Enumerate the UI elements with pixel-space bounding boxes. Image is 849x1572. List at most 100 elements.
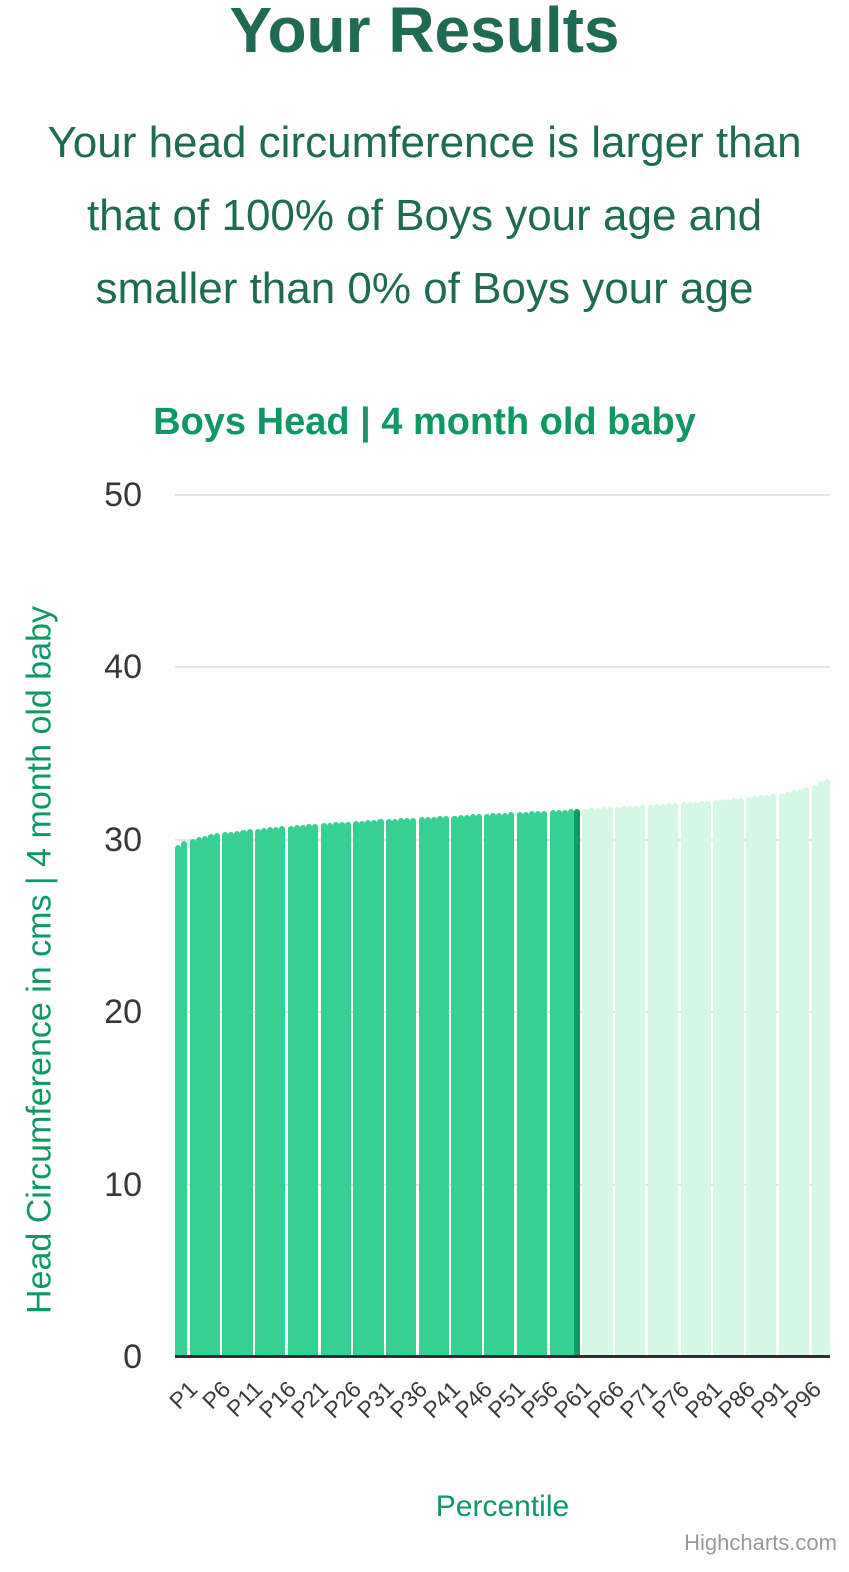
percentile-bar-P66[interactable] bbox=[600, 807, 607, 1357]
percentile-bar-P35[interactable] bbox=[398, 818, 405, 1357]
percentile-bar-P24[interactable] bbox=[326, 822, 333, 1357]
percentile-bar-P78[interactable] bbox=[680, 802, 687, 1357]
percentile-bar-P56[interactable] bbox=[535, 811, 542, 1357]
percentile-bar-P68[interactable] bbox=[615, 806, 622, 1357]
percentile-bar-P47[interactable] bbox=[475, 814, 482, 1357]
percentile-bar-P31[interactable] bbox=[371, 819, 378, 1357]
percentile-bar-P51[interactable] bbox=[502, 812, 509, 1357]
percentile-bar-P5[interactable] bbox=[201, 835, 208, 1357]
percentile-bar-P99[interactable] bbox=[817, 781, 824, 1357]
percentile-bar-P90[interactable] bbox=[758, 795, 765, 1357]
percentile-bar-P17[interactable] bbox=[279, 826, 286, 1357]
percentile-bar-P77[interactable] bbox=[672, 802, 679, 1357]
percentile-bar-P63[interactable] bbox=[582, 808, 589, 1357]
percentile-bar-P19[interactable] bbox=[293, 825, 300, 1357]
percentile-bar-P54[interactable] bbox=[522, 811, 530, 1357]
percentile-bar-P6[interactable] bbox=[207, 834, 214, 1357]
percentile-bar-P83[interactable] bbox=[713, 799, 720, 1357]
percentile-bar-P76[interactable] bbox=[666, 803, 673, 1357]
percentile-bar-P88[interactable] bbox=[746, 796, 753, 1357]
percentile-bar-P67[interactable] bbox=[606, 807, 613, 1357]
percentile-bar-P30[interactable] bbox=[365, 820, 372, 1357]
percentile-bar-P58[interactable] bbox=[549, 810, 556, 1357]
percentile-bar-P100[interactable] bbox=[823, 779, 830, 1357]
percentile-bar-P59[interactable] bbox=[555, 809, 562, 1357]
percentile-bar-P25[interactable] bbox=[332, 822, 339, 1357]
percentile-bar-P75[interactable] bbox=[659, 803, 667, 1357]
percentile-bar-P49[interactable] bbox=[490, 813, 497, 1357]
percentile-bar-P85[interactable] bbox=[725, 798, 732, 1357]
percentile-bar-P74[interactable] bbox=[653, 804, 660, 1357]
percentile-bar-P42[interactable] bbox=[442, 815, 449, 1357]
percentile-bar-P46[interactable] bbox=[469, 814, 476, 1357]
percentile-bar-P1[interactable] bbox=[175, 845, 182, 1357]
percentile-bar-P15[interactable] bbox=[267, 827, 274, 1357]
percentile-bar-P84[interactable] bbox=[719, 799, 726, 1357]
percentile-bar-P11[interactable] bbox=[240, 829, 247, 1357]
percentile-bar-P79[interactable] bbox=[686, 801, 693, 1357]
percentile-bar-P98[interactable] bbox=[811, 784, 818, 1357]
percentile-bar-P50[interactable] bbox=[496, 813, 503, 1357]
percentile-bar-P43[interactable] bbox=[451, 815, 458, 1357]
percentile-bar-P73[interactable] bbox=[647, 804, 654, 1357]
percentile-bar-P69[interactable] bbox=[621, 806, 628, 1357]
percentile-bar-P10[interactable] bbox=[234, 830, 241, 1357]
percentile-bar-P81[interactable] bbox=[698, 801, 705, 1357]
percentile-bar-P57[interactable] bbox=[541, 810, 548, 1357]
percentile-bar-P70[interactable] bbox=[627, 805, 634, 1357]
percentile-bar-P4[interactable] bbox=[195, 837, 202, 1357]
percentile-bar-P37[interactable] bbox=[410, 817, 417, 1357]
percentile-bar-P45[interactable] bbox=[463, 814, 470, 1357]
percentile-bar-P8[interactable] bbox=[222, 832, 229, 1357]
percentile-bar-P3[interactable] bbox=[189, 838, 196, 1357]
percentile-bar-P96[interactable] bbox=[796, 788, 803, 1357]
percentile-bar-P55[interactable] bbox=[529, 811, 536, 1357]
percentile-bar-P23[interactable] bbox=[320, 823, 327, 1357]
percentile-bar-P44[interactable] bbox=[457, 815, 464, 1357]
percentile-bar-P87[interactable] bbox=[737, 797, 744, 1357]
percentile-bar-P9[interactable] bbox=[228, 831, 235, 1357]
percentile-bar-P38[interactable] bbox=[418, 817, 425, 1357]
percentile-bar-P13[interactable] bbox=[255, 828, 262, 1357]
percentile-bar-P91[interactable] bbox=[764, 794, 771, 1357]
percentile-bar-P65[interactable] bbox=[594, 807, 601, 1357]
percentile-bar-P21[interactable] bbox=[305, 824, 312, 1357]
percentile-bar-P92[interactable] bbox=[770, 793, 777, 1357]
percentile-bar-P61[interactable] bbox=[567, 809, 574, 1357]
percentile-bar-P62[interactable] bbox=[573, 808, 580, 1357]
percentile-bar-P12[interactable] bbox=[246, 829, 253, 1357]
highcharts-credit-link[interactable]: Highcharts.com bbox=[684, 1530, 837, 1555]
percentile-bar-P7[interactable] bbox=[213, 833, 220, 1357]
percentile-bar-P32[interactable] bbox=[377, 819, 384, 1357]
percentile-bar-P41[interactable] bbox=[436, 816, 443, 1357]
percentile-bar-P28[interactable] bbox=[353, 821, 360, 1357]
percentile-bar-P22[interactable] bbox=[311, 823, 319, 1357]
percentile-bar-P82[interactable] bbox=[704, 800, 711, 1357]
percentile-bar-P60[interactable] bbox=[561, 809, 568, 1357]
percentile-bar-P39[interactable] bbox=[424, 816, 431, 1357]
percentile-bar-P53[interactable] bbox=[516, 812, 523, 1357]
percentile-bar-P64[interactable] bbox=[588, 808, 595, 1357]
percentile-bar-P34[interactable] bbox=[392, 818, 399, 1357]
percentile-bar-P16[interactable] bbox=[273, 826, 280, 1357]
percentile-bar-P89[interactable] bbox=[752, 796, 759, 1357]
percentile-bar-P2[interactable] bbox=[181, 841, 188, 1357]
percentile-bar-P36[interactable] bbox=[404, 818, 411, 1357]
percentile-bar-P72[interactable] bbox=[639, 804, 646, 1357]
percentile-bar-P29[interactable] bbox=[359, 820, 366, 1357]
percentile-bar-P20[interactable] bbox=[299, 824, 306, 1357]
percentile-bar-P18[interactable] bbox=[287, 825, 294, 1357]
percentile-bar-P33[interactable] bbox=[386, 819, 393, 1357]
percentile-bar-P40[interactable] bbox=[430, 816, 437, 1357]
percentile-bar-P48[interactable] bbox=[484, 813, 491, 1357]
percentile-bar-P94[interactable] bbox=[784, 791, 791, 1357]
percentile-bar-P80[interactable] bbox=[692, 801, 699, 1357]
percentile-bar-P97[interactable] bbox=[803, 787, 810, 1357]
percentile-bar-P95[interactable] bbox=[790, 790, 797, 1357]
percentile-bar-P52[interactable] bbox=[508, 812, 515, 1357]
percentile-bar-P86[interactable] bbox=[731, 798, 738, 1357]
percentile-bar-P26[interactable] bbox=[338, 821, 345, 1357]
percentile-bar-P27[interactable] bbox=[344, 821, 351, 1357]
percentile-bar-P93[interactable] bbox=[778, 792, 785, 1357]
percentile-bar-P14[interactable] bbox=[261, 827, 268, 1357]
